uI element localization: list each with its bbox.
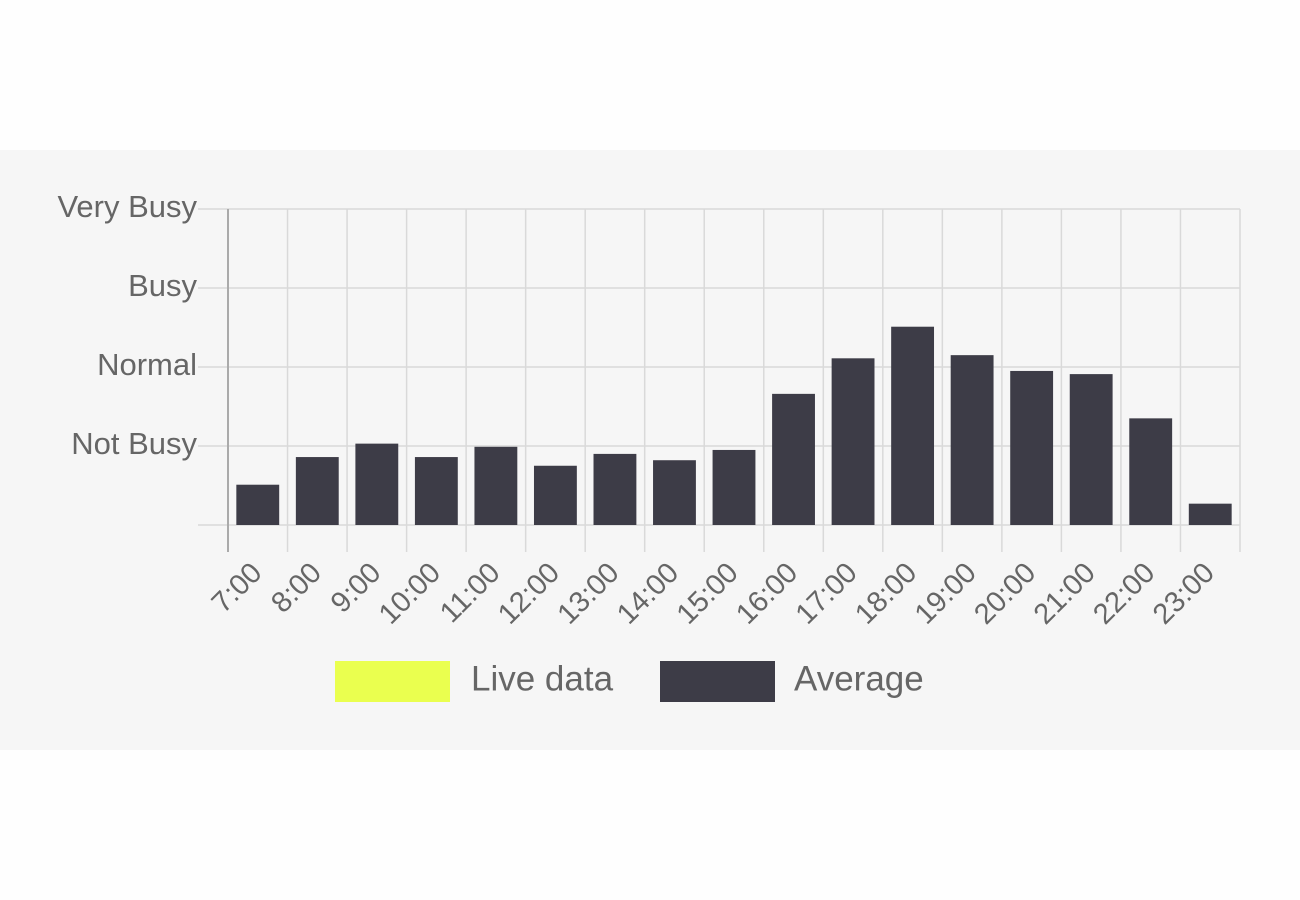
y-tick-label: Very Busy [57, 189, 197, 224]
bar [891, 326, 935, 525]
legend-swatch [660, 661, 775, 702]
bar [712, 449, 756, 525]
bar [593, 453, 637, 525]
legend-swatch [335, 661, 450, 702]
y-tick-label: Normal [97, 347, 197, 382]
bar [1129, 418, 1173, 525]
bar [295, 457, 339, 525]
bar [772, 393, 815, 525]
bar [236, 484, 280, 525]
bar [474, 446, 518, 525]
bar [355, 443, 399, 525]
bar [1188, 503, 1232, 525]
bar [1069, 374, 1113, 525]
bar [831, 358, 875, 525]
legend-label: Live data [471, 659, 614, 698]
y-tick-label: Busy [128, 268, 197, 303]
bar [950, 355, 994, 525]
bar [653, 460, 696, 525]
bar [533, 465, 577, 525]
bar [414, 457, 458, 525]
legend-label: Average [794, 659, 924, 698]
y-tick-label: Not Busy [71, 426, 197, 461]
bar [1010, 370, 1054, 525]
